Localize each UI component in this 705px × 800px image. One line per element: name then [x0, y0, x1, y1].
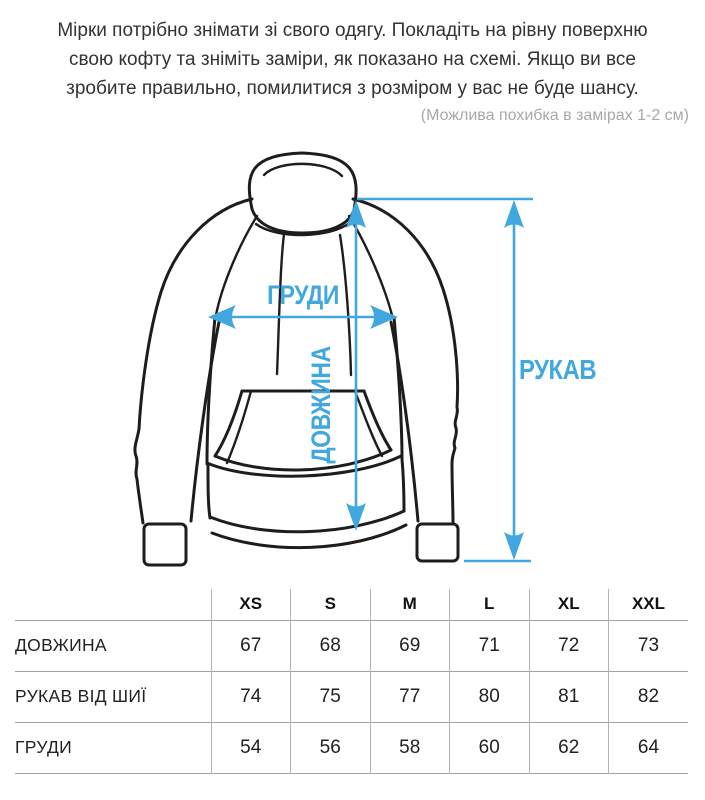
size-column-s: S [290, 589, 370, 620]
cuffs [142, 522, 460, 567]
length-m: 69 [369, 620, 450, 671]
chest-s: 56 [290, 722, 370, 773]
corner-cell [15, 589, 211, 620]
length-xl: 72 [528, 620, 609, 671]
size-column-xs: XS [210, 589, 291, 620]
hood [247, 151, 358, 237]
intro-line-2: свою кофту та зніміть заміри, як показан… [69, 49, 636, 70]
waistband [205, 454, 408, 550]
chest-measure-arrow [208, 305, 398, 329]
chest-label: ГРУДИ [267, 280, 339, 310]
row-label-length: ДОВЖИНА [15, 635, 107, 655]
table-row-chest: ГРУДИ 54 56 58 60 62 64 [15, 722, 688, 773]
kangaroo-pocket [213, 389, 393, 472]
sleeve-xs: 74 [210, 671, 291, 722]
chest-m: 58 [369, 722, 450, 773]
sleeve-label: РУКАВ [519, 353, 596, 385]
table-row-sleeve: РУКАВ ВІД ШИЇ 74 75 77 80 81 82 [15, 671, 688, 722]
sleeve-s: 75 [290, 671, 370, 722]
intro-line-1: Мірки потрібно знімати зі свого одягу. П… [57, 20, 648, 41]
size-table: XS S M L XL XXL ДОВЖИНА 67 68 69 71 72 7… [15, 589, 688, 774]
chest-xs: 54 [210, 722, 291, 773]
length-measure-arrow [346, 200, 366, 531]
row-label-sleeve: РУКАВ ВІД ШИЇ [15, 686, 147, 706]
chest-xl: 62 [528, 722, 609, 773]
sleeve-m: 77 [369, 671, 450, 722]
length-xs: 67 [210, 620, 291, 671]
size-column-m: M [369, 589, 450, 620]
length-l: 71 [449, 620, 529, 671]
chest-xxl: 64 [608, 722, 688, 773]
length-xxl: 73 [608, 620, 688, 671]
length-label: ДОВЖИНА [306, 346, 336, 464]
drawstrings [275, 232, 353, 377]
size-column-xxl: XXL [608, 589, 688, 620]
sleeve-xl: 81 [528, 671, 609, 722]
intro-line-3: зробите правильно, помилитися з розміром… [66, 78, 639, 99]
size-header-row: XS S M L XL XXL [15, 589, 688, 620]
table-row-length: ДОВЖИНА 67 68 69 71 72 73 [15, 620, 688, 671]
left-sleeve [133, 197, 259, 525]
hoodie-measurement-diagram: ГРУДИ ДОВЖИНА РУКАВ [133, 151, 597, 567]
intro-paragraph: Мірки потрібно знімати зі свого одягу. П… [0, 0, 705, 103]
right-sleeve [347, 197, 460, 525]
sleeve-l: 80 [449, 671, 529, 722]
row-label-chest: ГРУДИ [15, 737, 73, 757]
sleeve-measure-arrow [464, 200, 531, 563]
length-s: 68 [290, 620, 370, 671]
sleeve-xxl: 82 [608, 671, 688, 722]
measurement-tolerance-note: (Можлива похибка в замірах 1-2 см) [420, 107, 689, 124]
size-column-xl: XL [528, 589, 609, 620]
size-column-l: L [449, 589, 529, 620]
body [205, 315, 404, 466]
chest-l: 60 [449, 722, 529, 773]
hoodie-outline [133, 151, 460, 567]
